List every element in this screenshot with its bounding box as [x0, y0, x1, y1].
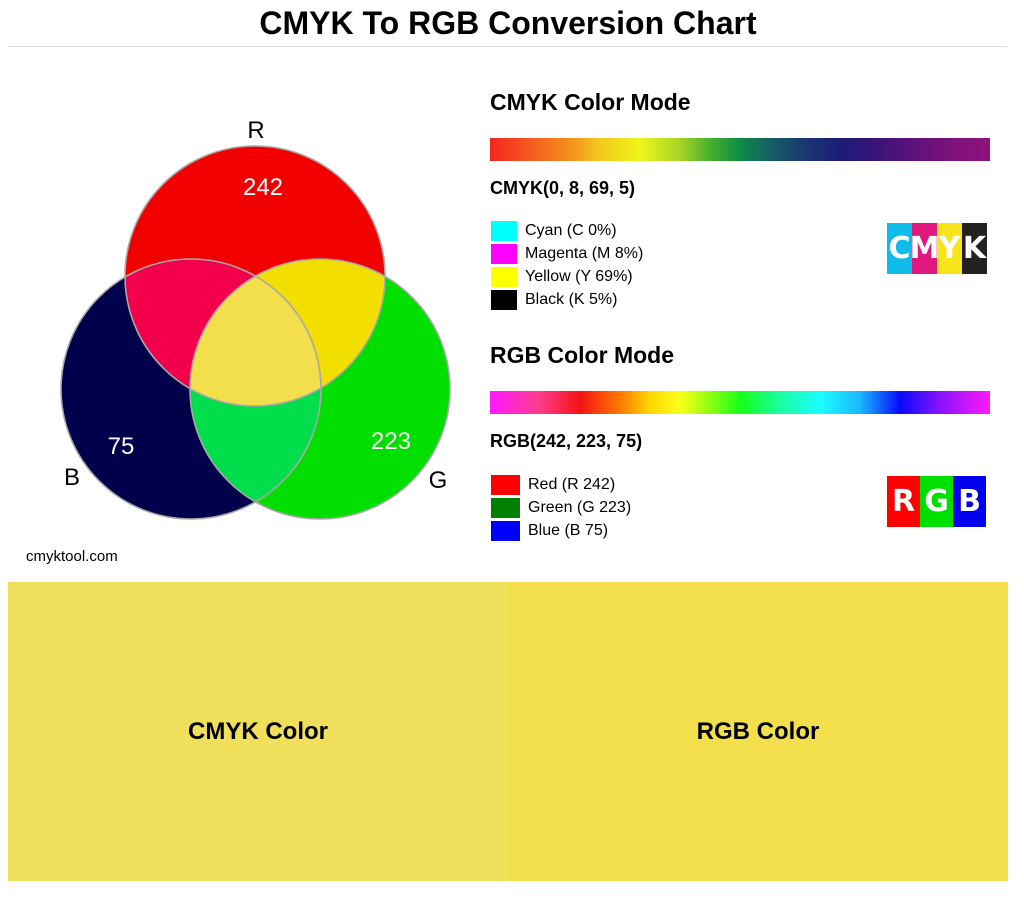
cmyk-logo: C M Y K [887, 223, 987, 274]
yellow-swatch [491, 266, 517, 287]
legend-item-red: Red (R 242) [491, 473, 631, 496]
venn-value-g: 223 [371, 428, 411, 455]
rgb-color-sample: RGB Color [508, 582, 1008, 881]
legend-item-black: Black (K 5%) [491, 288, 643, 311]
page-title: CMYK To RGB Conversion Chart [259, 5, 757, 41]
legend-item-green: Green (G 223) [491, 496, 631, 519]
cmyk-sample-label: CMYK Color [188, 717, 328, 745]
legend-label: Blue (B 75) [528, 521, 609, 539]
rgb-value: RGB(242, 223, 75) [490, 431, 643, 451]
rgb-gradient-bar [490, 391, 990, 414]
rgb-venn-diagram: R G B 242 223 75 [60, 117, 451, 520]
cmyk-gradient-bar [490, 138, 990, 161]
legend-label: Green (G 223) [528, 498, 632, 516]
legend-item-blue: Blue (B 75) [491, 519, 631, 542]
red-swatch [491, 474, 520, 495]
logo-letter-g: G [920, 476, 953, 527]
site-credit: cmyktool.com [26, 548, 118, 565]
venn-label-g: G [429, 467, 448, 494]
logo-letter-b: B [953, 476, 986, 527]
legend-item-cyan: Cyan (C 0%) [491, 219, 643, 242]
legend-item-yellow: Yellow (Y 69%) [491, 265, 643, 288]
venn-value-b: 75 [108, 433, 135, 460]
cmyk-legend: Cyan (C 0%) Magenta (M 8%) Yellow (Y 69%… [491, 219, 643, 311]
logo-letter-m: M [910, 223, 939, 274]
logo-letter-c: C [887, 223, 912, 274]
cmyk-value: CMYK(0, 8, 69, 5) [490, 178, 636, 198]
venn-label-r: R [247, 117, 264, 144]
venn-value-r: 242 [243, 174, 283, 201]
legend-label: Black (K 5%) [525, 290, 618, 308]
rgb-logo: R G B [887, 476, 986, 527]
cmyk-heading: CMYK Color Mode [490, 89, 691, 115]
magenta-swatch [491, 243, 517, 264]
rgb-sample-label: RGB Color [696, 717, 820, 745]
rgb-heading: RGB Color Mode [490, 342, 674, 368]
legend-label: Cyan (C 0%) [525, 221, 617, 239]
logo-letter-k: K [962, 223, 987, 274]
cyan-swatch [491, 220, 517, 241]
venn-label-b: B [64, 464, 80, 491]
legend-item-magenta: Magenta (M 8%) [491, 242, 643, 265]
logo-letter-y: Y [937, 223, 962, 274]
legend-label: Yellow (Y 69%) [525, 267, 633, 285]
legend-label: Red (R 242) [528, 475, 616, 493]
title-divider [8, 46, 1007, 47]
rgb-legend: Red (R 242) Green (G 223) Blue (B 75) [491, 473, 631, 542]
logo-letter-r: R [887, 476, 920, 527]
legend-label: Magenta (M 8%) [525, 244, 644, 262]
black-swatch [491, 289, 517, 310]
green-swatch [491, 497, 520, 518]
blue-swatch [491, 520, 520, 541]
cmyk-color-sample: CMYK Color [8, 582, 508, 881]
